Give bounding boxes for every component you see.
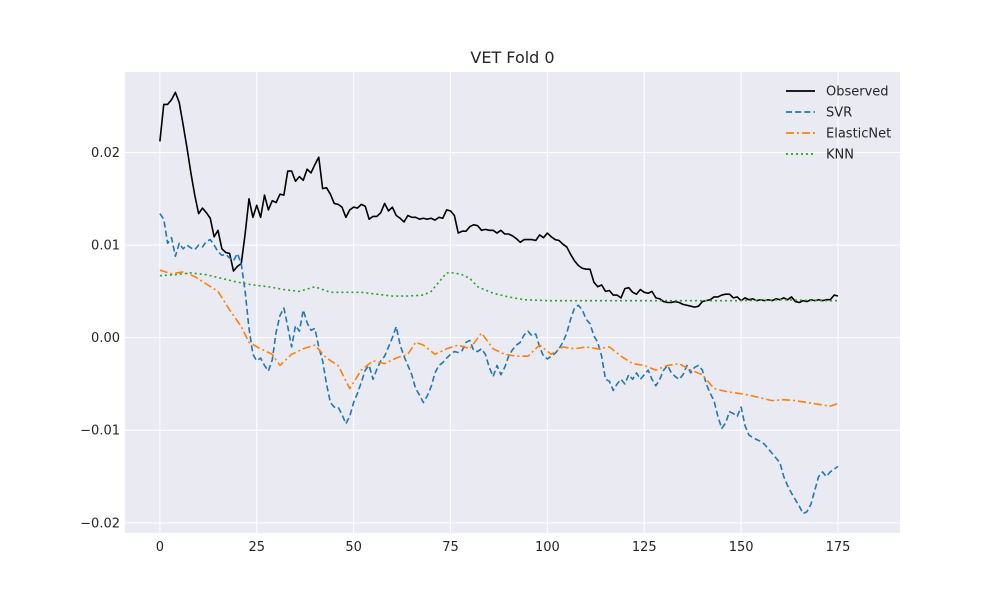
grid-lines bbox=[125, 72, 900, 533]
plot-area bbox=[125, 72, 900, 533]
legend: Observed SVR ElasticNet KNN bbox=[786, 85, 891, 163]
series-line-elasticnet bbox=[159, 269, 839, 407]
y-tick-label: 0.02 bbox=[91, 146, 120, 161]
series-line-observed bbox=[159, 91, 839, 308]
x-tick-label: 25 bbox=[248, 540, 265, 555]
x-tick-label: 150 bbox=[729, 540, 754, 555]
x-tick-label: 75 bbox=[442, 540, 459, 555]
x-tick-label: 175 bbox=[826, 540, 851, 555]
y-tick-label: 0.01 bbox=[91, 239, 120, 254]
series-line-svr bbox=[159, 213, 839, 515]
x-tick-label: 125 bbox=[632, 540, 657, 555]
legend-label-elasticnet: ElasticNet bbox=[826, 127, 891, 142]
y-tick-label: 0.00 bbox=[91, 331, 120, 346]
x-tick-label: 0 bbox=[156, 540, 164, 555]
y-tick-label: −0.02 bbox=[80, 516, 120, 531]
x-tick-label: 50 bbox=[345, 540, 362, 555]
legend-label-observed: Observed bbox=[826, 85, 889, 100]
y-tick-label: −0.01 bbox=[80, 424, 120, 439]
x-axis-ticks: 0 25 50 75 100 125 150 175 bbox=[156, 540, 851, 555]
y-axis-ticks: −0.02 −0.01 0.00 0.01 0.02 bbox=[80, 146, 120, 531]
series-layer bbox=[159, 91, 839, 515]
chart-title: VET Fold 0 bbox=[470, 48, 554, 67]
series-line-knn bbox=[159, 272, 838, 302]
x-tick-label: 100 bbox=[535, 540, 560, 555]
legend-label-knn: KNN bbox=[826, 148, 854, 163]
legend-label-svr: SVR bbox=[826, 106, 852, 121]
